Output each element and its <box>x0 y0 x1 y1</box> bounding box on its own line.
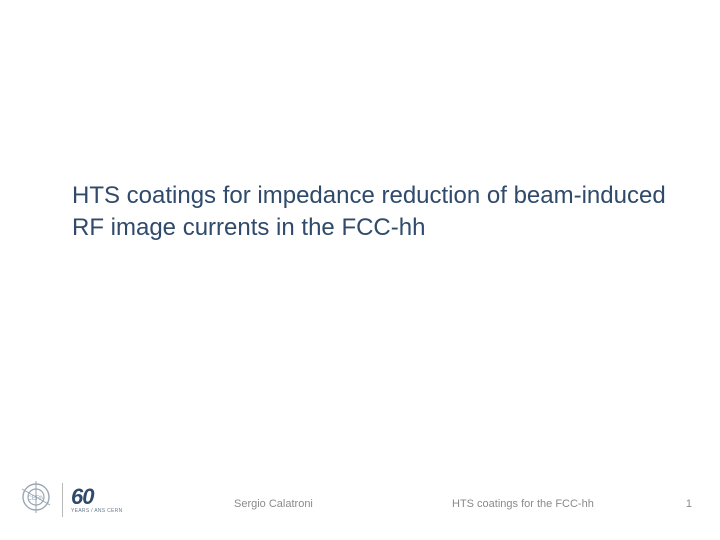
svg-text:CERN: CERN <box>27 496 44 502</box>
anniversary-number: 60 <box>71 486 93 508</box>
slide-title: HTS coatings for impedance reduction of … <box>72 180 670 245</box>
anniversary-logo: 60 YEARS / ANS CERN <box>71 486 122 514</box>
title-block: HTS coatings for impedance reduction of … <box>72 180 670 245</box>
footer-short-title: HTS coatings for the FCC-hh <box>452 498 594 510</box>
footer: CERN 60 YEARS / ANS CERN Sergio Calatron… <box>0 480 720 520</box>
footer-page-number: 1 <box>686 498 692 510</box>
cern-logo-icon: CERN <box>18 479 54 520</box>
logo-group: CERN 60 YEARS / ANS CERN <box>18 479 122 520</box>
footer-author: Sergio Calatroni <box>234 498 313 510</box>
anniversary-subtext: YEARS / ANS CERN <box>71 509 122 514</box>
logo-divider <box>62 483 63 517</box>
